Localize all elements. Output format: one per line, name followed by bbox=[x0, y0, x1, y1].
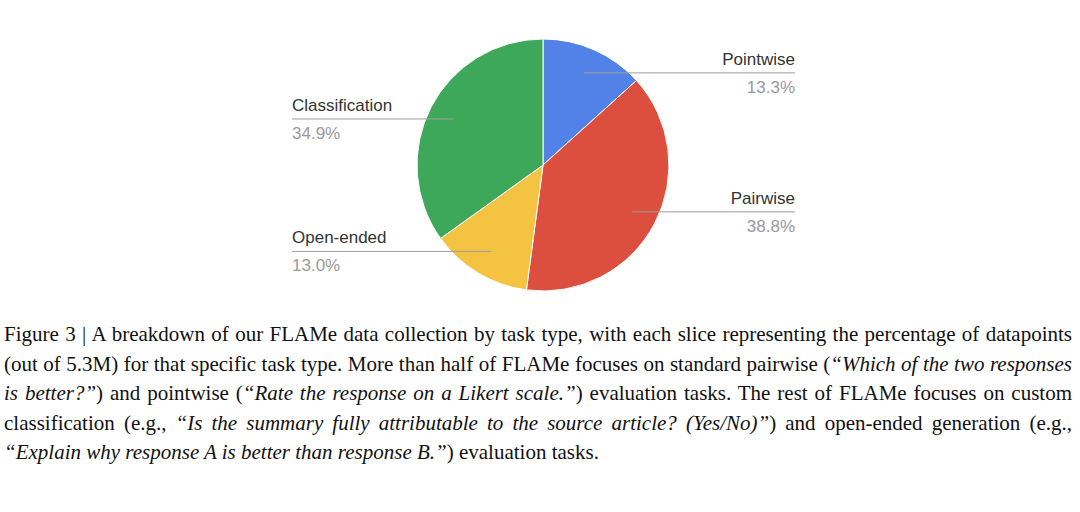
svg-text:Open-ended: Open-ended bbox=[292, 228, 387, 247]
svg-text:34.9%: 34.9% bbox=[292, 124, 340, 143]
svg-text:13.0%: 13.0% bbox=[292, 256, 340, 275]
svg-text:Classification: Classification bbox=[292, 96, 392, 115]
svg-text:38.8%: 38.8% bbox=[747, 217, 795, 236]
svg-text:13.3%: 13.3% bbox=[747, 78, 795, 97]
html-text:“Explain why response A is bet: “Explain why response A is better than r… bbox=[4, 440, 599, 464]
html-text:Figure 3 | A breakdown of our: Figure 3 | A breakdown of our FLAMe data… bbox=[4, 322, 1072, 435]
svg-text:Pairwise: Pairwise bbox=[731, 189, 795, 208]
svg-text:Pointwise: Pointwise bbox=[722, 50, 795, 69]
